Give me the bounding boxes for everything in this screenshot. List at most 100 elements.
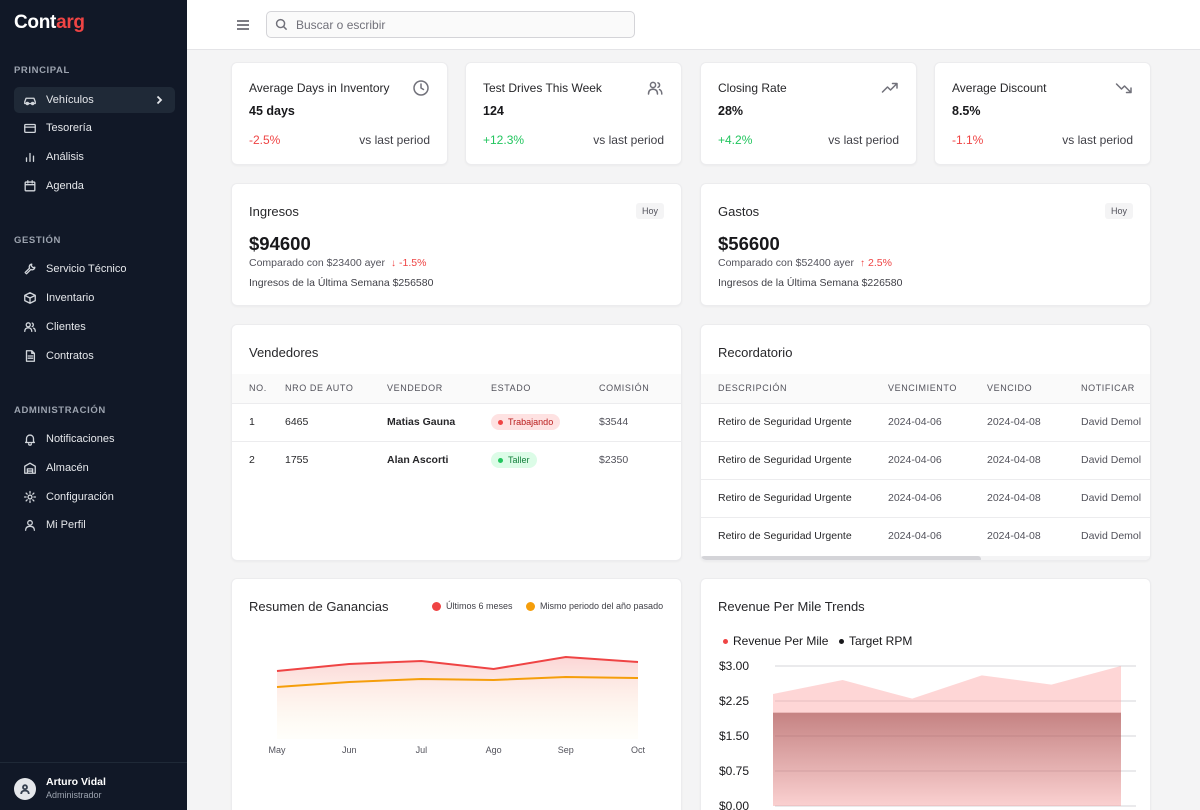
section-label-administracion: ADMINISTRACIÓN xyxy=(14,405,106,416)
legend-item[interactable]: Target RPM xyxy=(839,634,912,648)
column-header[interactable]: DESCRIPCIÓN xyxy=(701,374,888,403)
table-row[interactable]: 1 6465 Matias Gauna Trabajando $3544 xyxy=(232,402,681,441)
cell-no: 2 xyxy=(232,440,285,479)
stat-card-days-inventory: Average Days in Inventory 45 days -2.5% … xyxy=(231,62,448,165)
horizontal-scrollbar[interactable] xyxy=(701,556,1150,560)
chevron-right-icon xyxy=(153,94,165,106)
column-header[interactable]: VENDEDOR xyxy=(387,374,491,403)
user-profile[interactable]: Arturo Vidal Administrador xyxy=(0,762,187,810)
sidebar-item-inventario[interactable]: Inventario xyxy=(14,285,175,311)
sidebar-item-almacen[interactable]: Almacén xyxy=(14,455,175,481)
cell-estado: Taller xyxy=(491,440,599,479)
table-row[interactable]: Retiro de Seguridad Urgente 2024-04-06 2… xyxy=(701,440,1150,479)
resumen-ganancias-card: Resumen de Ganancias Últimos 6 meses Mis… xyxy=(231,578,682,810)
sidebar-item-label: Tesorería xyxy=(46,122,92,134)
stat-compare: vs last period xyxy=(359,133,430,147)
sidebar-item-label: Almacén xyxy=(46,462,89,474)
stat-change: -2.5% xyxy=(249,133,281,147)
legend-label: Mismo periodo del año pasado xyxy=(540,601,664,611)
trending-up-icon xyxy=(881,79,899,97)
sidebar-item-analisis[interactable]: Análisis xyxy=(14,144,175,170)
cell-vencimiento: 2024-04-06 xyxy=(888,478,987,517)
cell-notificar: David Demol xyxy=(1081,516,1150,555)
car-icon xyxy=(22,92,38,108)
sidebar-item-agenda[interactable]: Agenda xyxy=(14,173,175,199)
legend-dot xyxy=(723,638,728,644)
stat-title: Average Discount xyxy=(952,81,1047,95)
cell-vencimiento: 2024-04-06 xyxy=(888,516,987,555)
y-tick-label: $1.50 xyxy=(719,729,749,743)
app-logo[interactable]: Contarg xyxy=(14,12,85,33)
stat-change: +12.3% xyxy=(483,133,525,147)
scrollbar-thumb[interactable] xyxy=(701,556,981,560)
sidebar-item-notificaciones[interactable]: Notificaciones xyxy=(14,426,175,452)
sidebar-item-contratos[interactable]: Contratos xyxy=(14,343,175,369)
sidebar-item-tesoreria[interactable]: Tesorería xyxy=(14,115,175,141)
cell-vencido: 2024-04-08 xyxy=(987,440,1081,479)
series-line-1 xyxy=(276,675,639,688)
column-header[interactable]: VENCIDO xyxy=(987,374,1081,403)
sidebar-item-mi-perfil[interactable]: Mi Perfil xyxy=(14,512,175,538)
bar-chart-icon xyxy=(22,149,38,165)
period-badge[interactable]: Hoy xyxy=(635,203,664,219)
sidebar-item-label: Inventario xyxy=(46,292,95,304)
week-summary: Ingresos de la Última Semana $226580 xyxy=(718,277,903,289)
table-row[interactable]: Retiro de Seguridad Urgente 2024-04-06 2… xyxy=(701,478,1150,517)
table-row[interactable]: Retiro de Seguridad Urgente 2024-04-06 2… xyxy=(701,516,1150,555)
stat-compare: vs last period xyxy=(828,133,899,147)
trending-down-icon xyxy=(1115,79,1133,97)
legend-item[interactable]: Últimos 6 meses xyxy=(432,601,513,611)
column-header[interactable]: NO. xyxy=(232,374,285,403)
y-tick-label: $0.00 xyxy=(719,799,749,810)
cell-descripcion: Retiro de Seguridad Urgente xyxy=(701,516,888,555)
section-label-gestion: GESTIÓN xyxy=(14,235,61,246)
column-header[interactable]: VENCIMIENTO xyxy=(888,374,987,403)
cell-vencimiento: 2024-04-06 xyxy=(888,440,987,479)
stat-change: -1.1% xyxy=(952,133,984,147)
table-header-row: DESCRIPCIÓN VENCIMIENTO VENCIDO NOTIFICA… xyxy=(701,374,1150,403)
compare-text: Comparado con $52400 ayer xyxy=(718,257,855,269)
stat-change: +4.2% xyxy=(718,133,753,147)
legend-item[interactable]: Revenue Per Mile xyxy=(723,634,828,648)
avatar xyxy=(14,778,36,800)
legend-label: Target RPM xyxy=(849,634,913,648)
y-tick-label: $0.75 xyxy=(719,764,749,778)
user-icon xyxy=(20,784,30,795)
cell-descripcion: Retiro de Seguridad Urgente xyxy=(701,478,888,517)
search-input[interactable] xyxy=(296,17,616,32)
sidebar-item-clientes[interactable]: Clientes xyxy=(14,314,175,340)
column-header[interactable]: COMISIÓN xyxy=(599,374,681,403)
stat-title: Test Drives This Week xyxy=(483,81,602,95)
clock-icon xyxy=(412,79,430,97)
period-badge[interactable]: Hoy xyxy=(1104,203,1133,219)
column-header[interactable]: ESTADO xyxy=(491,374,599,403)
search-box[interactable] xyxy=(266,11,635,38)
table-row[interactable]: 2 1755 Alan Ascorti Taller $2350 xyxy=(232,440,681,479)
menu-toggle-button[interactable] xyxy=(235,17,251,33)
sidebar-item-label: Clientes xyxy=(46,321,86,333)
status-dot xyxy=(498,457,503,463)
users-icon xyxy=(22,319,38,335)
x-tick-label: Jun xyxy=(342,745,357,755)
stat-value: 28% xyxy=(718,104,744,118)
x-tick-label: Sep xyxy=(558,745,574,755)
column-header[interactable]: NOTIFICAR xyxy=(1081,374,1150,403)
sidebar-item-label: Agenda xyxy=(46,180,84,192)
card-title: Recordatorio xyxy=(718,345,793,360)
table-row[interactable]: Retiro de Seguridad Urgente 2024-04-06 2… xyxy=(701,402,1150,441)
compare-change: -1.5% xyxy=(399,257,427,269)
y-tick-label: $2.25 xyxy=(719,694,749,708)
stat-compare: vs last period xyxy=(1062,133,1133,147)
sidebar-item-configuracion[interactable]: Configuración xyxy=(14,484,175,510)
column-header[interactable]: NRO DE AUTO xyxy=(285,374,387,403)
cell-vendedor: Matias Gauna xyxy=(387,402,491,441)
sidebar-item-vehiculos[interactable]: Vehículos xyxy=(14,87,175,113)
legend-item[interactable]: Mismo periodo del año pasado xyxy=(526,601,663,611)
arrow-down-icon: ↓ xyxy=(391,257,397,269)
ingresos-value: $94600 xyxy=(249,233,311,254)
topbar xyxy=(187,0,1200,50)
legend-label: Últimos 6 meses xyxy=(446,601,513,611)
status-badge: Taller xyxy=(491,452,537,469)
card-title: Ingresos xyxy=(249,204,299,219)
sidebar-item-servicio-tecnico[interactable]: Servicio Técnico xyxy=(14,256,175,282)
